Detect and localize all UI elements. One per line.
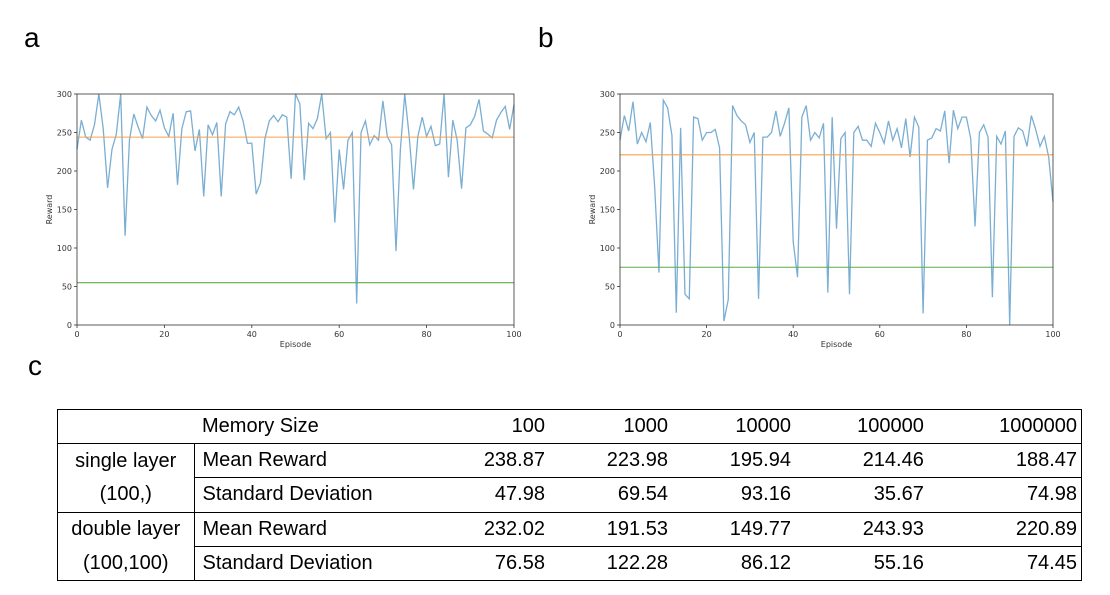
table-cell: 243.93 <box>794 512 928 547</box>
table-cell: 69.54 <box>548 477 672 513</box>
reward-chart-a: 0 20 40 60 80 100 0 50 100 150 200 250 300 Episode Rew… <box>45 90 522 349</box>
y-axis-label: Reward <box>45 195 54 225</box>
results-table: Memory Size 100 1000 10000 100000 100000… <box>57 409 1082 581</box>
y-tick-label: 300 <box>57 90 72 99</box>
table-cell: 232.02 <box>426 512 549 547</box>
y-tick-label: 300 <box>600 90 615 99</box>
y-tick-label: 100 <box>600 244 615 253</box>
table-cell: 47.98 <box>426 477 549 513</box>
table-cell: 74.45 <box>1026 551 1077 574</box>
table-row: (100,100) Standard Deviation 76.58 122.2… <box>57 546 1082 581</box>
table-cell: 76.58 <box>494 551 545 574</box>
y-tick-label: 250 <box>57 129 72 138</box>
x-tick-label: 100 <box>1045 330 1060 339</box>
table-row: double layer Mean Reward 232.02 191.53 1… <box>57 512 1082 547</box>
header-col-10000: 10000 <box>671 409 795 445</box>
reward-chart-b: 0 20 40 60 80 100 0 50 100 150 200 250 300 Episode Rew… <box>588 90 1061 349</box>
x-tick-label: 40 <box>788 330 798 339</box>
metric-label: Mean Reward <box>194 443 426 479</box>
table-cell: 220.89 <box>927 512 1082 547</box>
metric-label: Mean Reward <box>194 512 426 547</box>
table-cell: 195.94 <box>671 443 795 479</box>
y-tick-label: 250 <box>600 129 615 138</box>
header-col-100: 100 <box>426 409 549 445</box>
table-cell: 55.16 <box>873 551 924 574</box>
table-row: (100,) Standard Deviation 47.98 69.54 93… <box>57 477 1082 513</box>
header-col-1000000: 1000000 <box>927 409 1082 445</box>
series-line <box>619 97 1054 326</box>
table-cell: 191.53 <box>548 512 672 547</box>
y-tick-label: 50 <box>62 283 72 292</box>
table-cell: 35.67 <box>794 477 928 513</box>
x-tick-label: 40 <box>247 330 257 339</box>
x-tick-label: 0 <box>617 330 622 339</box>
panel-label-a: a <box>24 22 40 53</box>
table-cell: 86.12 <box>740 551 791 574</box>
y-tick-label: 0 <box>610 321 615 330</box>
y-tick-label: 200 <box>600 167 615 176</box>
x-tick-label: 100 <box>506 330 521 339</box>
header-memory-size: Memory Size <box>194 409 426 445</box>
table-header-row: Memory Size 100 1000 10000 100000 100000… <box>57 409 1082 445</box>
table-cell: 122.28 <box>606 551 668 574</box>
header-col-100000: 100000 <box>794 409 928 445</box>
y-tick-label: 150 <box>57 206 72 215</box>
y-axis-label: Reward <box>588 195 597 225</box>
x-tick-label: 20 <box>702 330 712 339</box>
group-name-line1: double layer <box>57 512 195 547</box>
table-cell: 149.77 <box>671 512 795 547</box>
metric-label: Standard Deviation <box>194 477 426 513</box>
y-tick-label: 200 <box>57 167 72 176</box>
x-tick-label: 60 <box>875 330 885 339</box>
group-name-line1: single layer <box>57 443 195 478</box>
y-tick-label: 50 <box>605 283 615 292</box>
x-tick-label: 80 <box>961 330 971 339</box>
table-row: single layer Mean Reward 238.87 223.98 1… <box>57 443 1082 479</box>
table-cell: 238.87 <box>426 443 549 479</box>
y-tick-label: 0 <box>67 321 72 330</box>
x-tick-label: 0 <box>74 330 79 339</box>
table-cell: 188.47 <box>927 443 1082 479</box>
panel-label-c: c <box>28 350 42 381</box>
y-tick-label: 150 <box>600 206 615 215</box>
y-tick-label: 100 <box>57 244 72 253</box>
group-name-line2: (100,) <box>57 477 195 513</box>
x-tick-label: 20 <box>159 330 169 339</box>
table-cell: 214.46 <box>794 443 928 479</box>
metric-label: Standard Deviation <box>202 551 373 574</box>
x-tick-label: 60 <box>334 330 344 339</box>
group-name-line2: (100,100) <box>57 546 195 581</box>
header-col-1000: 1000 <box>548 409 672 445</box>
panel-label-b: b <box>538 22 554 53</box>
x-axis-label: Episode <box>280 340 311 349</box>
x-tick-label: 80 <box>422 330 432 339</box>
x-axis-label: Episode <box>821 340 852 349</box>
table-cell: 223.98 <box>548 443 672 479</box>
table-cell: 74.98 <box>927 477 1082 513</box>
table-cell: 93.16 <box>671 477 795 513</box>
header-empty-cell <box>57 409 194 445</box>
